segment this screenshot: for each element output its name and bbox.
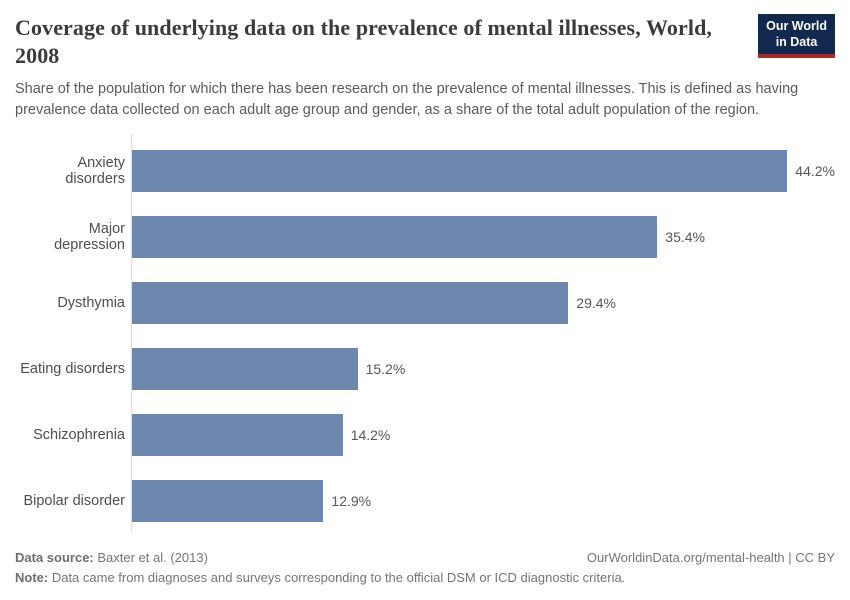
bar-plot-area: 35.4% [125, 204, 835, 270]
bar[interactable] [132, 414, 343, 457]
bar-row: Major depression 35.4% [15, 204, 835, 270]
owid-logo-line1: Our World [766, 19, 827, 33]
value-label: 14.2% [350, 427, 391, 444]
chart-subtitle: Share of the population for which there … [15, 81, 799, 119]
value-label: 44.2% [795, 163, 835, 180]
bar[interactable] [132, 216, 658, 259]
footer-note-label: Note: [15, 570, 49, 586]
category-label: Anxiety disorders [65, 155, 125, 188]
header: Coverage of underlying data on the preva… [15, 14, 835, 69]
category-label: Dysthymia [57, 295, 125, 312]
footer: Data source: Baxter et al. (2013) OurWor… [15, 548, 835, 588]
bar[interactable] [132, 348, 358, 391]
data-source-value: Baxter et al. (2013) [93, 550, 208, 566]
bar-row: Schizophrenia 14.2% [15, 402, 835, 468]
value-label: 29.4% [576, 295, 616, 312]
bar-plot-area: 29.4% [125, 270, 835, 336]
value-label: 35.4% [665, 229, 705, 246]
bar[interactable] [132, 150, 788, 193]
value-label: 15.2% [365, 361, 406, 378]
bar-row: Bipolar disorder 12.9% [15, 468, 835, 534]
bar[interactable] [132, 480, 324, 523]
bar-plot-area: 14.2% [125, 402, 835, 468]
owid-logo-line2: in Data [775, 34, 818, 49]
y-axis-line [131, 134, 132, 533]
category-label: Eating disorders [20, 361, 125, 378]
bar-chart: Anxiety disorders 44.2% Major depression 35… [15, 134, 835, 534]
footer-note: Note: Data came from diagnoses and surve… [15, 568, 835, 588]
bar[interactable] [132, 282, 569, 325]
bar-row: Dysthymia 29.4% [15, 270, 835, 336]
category-label: Schizophrenia [33, 427, 125, 444]
category-label: Major depression [54, 221, 125, 254]
bar-row: Anxiety disorders 44.2% [15, 138, 835, 204]
bar-plot-area: 44.2% [125, 138, 835, 204]
bar-plot-area: 15.2% [125, 336, 835, 402]
category-label: Bipolar disorder [23, 493, 125, 510]
owid-logo[interactable]: Our World in Data [758, 14, 835, 59]
data-source-label: Data source: [15, 550, 94, 566]
data-source: Data source: Baxter et al. (2013) [15, 548, 208, 568]
credit-link[interactable]: OurWorldinData.org/mental-health | CC BY [586, 550, 835, 566]
page-title: Coverage of underlying data on the preva… [15, 15, 713, 68]
bar-plot-area: 12.9% [125, 468, 835, 534]
footer-note-value: Data came from diagnoses and surveys cor… [48, 570, 626, 586]
value-label: 12.9% [331, 493, 372, 510]
bar-row: Eating disorders 15.2% [15, 336, 835, 402]
